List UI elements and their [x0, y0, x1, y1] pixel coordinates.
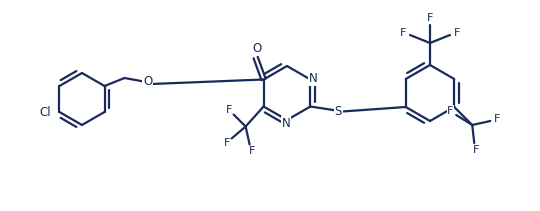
Text: F: F — [225, 104, 232, 115]
Text: N: N — [309, 72, 318, 85]
Text: O: O — [252, 42, 261, 55]
Text: F: F — [224, 138, 230, 149]
Text: F: F — [427, 13, 433, 23]
Text: N: N — [282, 116, 291, 130]
Text: F: F — [248, 146, 255, 157]
Text: F: F — [400, 28, 406, 38]
Text: S: S — [335, 105, 342, 118]
Text: O: O — [143, 74, 152, 88]
Text: F: F — [447, 106, 454, 116]
Text: F: F — [454, 28, 460, 38]
Text: Cl: Cl — [40, 106, 51, 119]
Text: F: F — [473, 145, 480, 155]
Text: F: F — [494, 114, 501, 124]
